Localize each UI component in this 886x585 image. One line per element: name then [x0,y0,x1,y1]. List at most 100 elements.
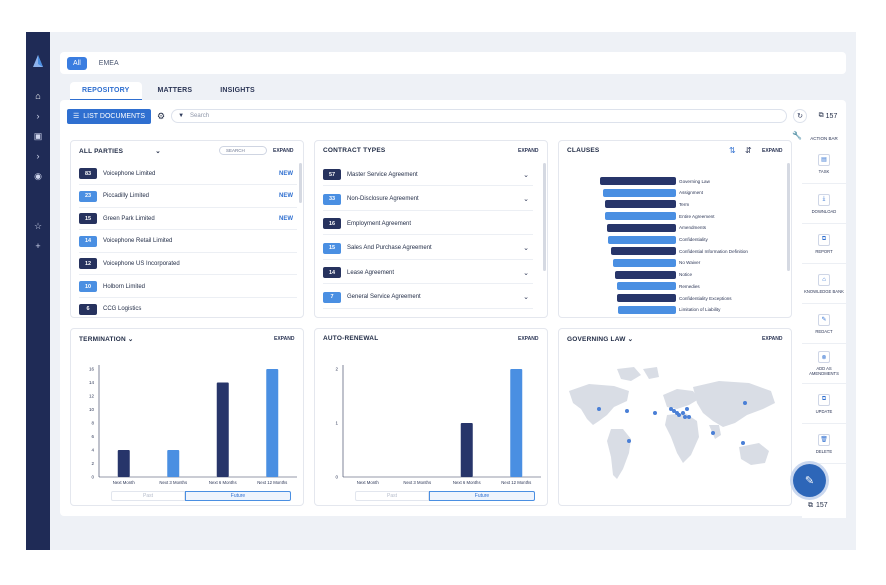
clause-bar[interactable] [600,177,676,185]
region-bar: All EMEA [60,52,846,74]
refresh-icon[interactable]: ↻ [793,109,807,123]
contract-type-row[interactable]: 14 Lease Agreement ⌄ [323,262,533,284]
clause-bar[interactable] [617,294,676,302]
wrench-icon[interactable]: 🔧 [792,131,802,140]
expand-button[interactable]: EXPAND [762,148,783,154]
region-tab-all[interactable]: All [67,56,87,70]
scrollbar[interactable] [543,163,546,271]
bar[interactable] [216,382,229,478]
expand-button[interactable]: EXPAND [518,336,539,342]
expand-button[interactable]: EXPAND [273,148,294,154]
bar[interactable] [266,369,279,477]
panel-title[interactable]: TERMINATION ⌄ [79,336,134,343]
party-row[interactable]: 15 Green Park Limited NEW [79,208,297,231]
clause-bar[interactable] [608,235,676,244]
sort-descending-icon[interactable]: ⇵ [745,146,752,155]
past-toggle[interactable]: Past [111,491,185,501]
chevron-right-icon[interactable]: › [36,111,40,121]
action-bar-item[interactable]: ⧉ REPORT [802,224,846,264]
chevron-down-icon[interactable]: ⌄ [523,269,529,277]
y-tick-label: 14 [89,380,95,385]
y-tick-label: 8 [91,421,94,426]
clause-bar[interactable] [616,282,676,291]
search-input[interactable]: ▼ Search [171,109,787,123]
expand-button[interactable]: EXPAND [762,336,783,342]
contract-type-row[interactable]: 15 Sales And Purchase Agreement ⌄ [323,238,533,260]
clause-bar[interactable] [612,258,676,267]
action-bar-item[interactable]: 🗑 DELETE [802,424,846,464]
scrollbar[interactable] [299,163,302,203]
bar[interactable] [117,450,130,477]
party-row[interactable]: 12 Voicephone US Incorporated [79,253,297,276]
past-toggle[interactable]: Past [355,491,429,501]
action-bar-item[interactable]: ⤓ DOWNLOAD [802,184,846,224]
party-row[interactable]: 14 Voicephone Retail Limited [79,231,297,253]
tab-matters[interactable]: MATTERS [157,87,193,94]
action-bar-count-value: 157 [816,502,828,509]
y-tick-label: 10 [89,407,95,412]
expand-button[interactable]: EXPAND [274,336,295,342]
action-bar-item[interactable]: ⊗ ADD AS AMENDMENTS [802,344,846,384]
bar[interactable] [460,423,473,477]
clause-bar[interactable] [618,305,676,314]
action-bar-item[interactable]: ▤ TASK [802,144,846,184]
party-name: Voicephone Limited [103,170,156,177]
action-bar-label: REDACT [815,328,833,334]
contract-type-row[interactable]: 16 Employment Agreement [323,213,533,235]
clause-bar[interactable] [605,212,676,221]
contract-type-row[interactable]: 33 Non-Disclosure Agreement ⌄ [323,189,533,211]
action-bar-item[interactable]: ⧉ UPDATE [802,384,846,424]
party-row[interactable]: 83 Voicephone Limited NEW [79,163,297,185]
bar[interactable] [510,369,523,477]
download-icon: ⤓ [818,193,830,206]
document-count: ⧉ 157 [813,112,843,120]
bar[interactable] [167,450,180,477]
chevron-down-icon[interactable]: ⌄ [523,294,529,301]
action-bar-label: TASK [818,168,830,174]
expand-button[interactable]: EXPAND [518,148,539,154]
party-row[interactable]: 23 Piccadilly Limited NEW [79,186,297,208]
chevron-down-icon[interactable]: ⌄ [523,245,529,252]
clause-bar[interactable] [615,270,676,279]
action-bar-label: KNOWLEDGE BANK [804,288,844,294]
party-row[interactable]: 10 Holborn Limited [79,276,297,298]
clause-label: Confidential Information Definition [679,248,748,254]
y-tick-label: 12 [89,394,95,399]
panel-title[interactable]: GOVERNING LAW ⌄ [567,336,634,343]
y-tick-label: 4 [91,448,94,453]
star-icon[interactable]: ☆ [33,220,43,231]
contract-type-row[interactable]: 57 Master Service Agreement ⌄ [323,164,533,186]
panel-title[interactable]: ALL PARTIES ⌄ [79,148,161,155]
logo-icon[interactable] [26,46,50,76]
region-tab-emea[interactable]: EMEA [98,59,119,67]
party-count-badge: 15 [79,213,97,225]
panel-title: AUTO-RENEWAL [323,335,379,342]
world-map[interactable] [559,329,792,506]
future-toggle[interactable]: Future [429,491,535,501]
future-toggle[interactable]: Future [185,491,291,501]
assistant-fab-button[interactable]: ✎ [793,464,826,497]
list-documents-button[interactable]: ☰ LIST DOCUMENTS [67,108,151,124]
clause-bar[interactable] [610,247,676,256]
sort-ascending-icon[interactable]: ⇅ [729,146,736,155]
plus-icon[interactable]: + [35,241,41,251]
parties-search-input[interactable]: SEARCH [219,146,267,155]
action-bar-item[interactable]: ✎ REDACT [802,304,846,344]
home-icon[interactable]: ⌂ [35,91,41,101]
clause-bar[interactable] [606,223,676,232]
tab-repository[interactable]: REPOSITORY [70,82,142,101]
scrollbar[interactable] [787,163,790,271]
clause-bar[interactable] [604,200,676,209]
action-bar-item[interactable]: ⌂ KNOWLEDGE BANK [802,264,846,304]
chevron-down-icon[interactable]: ⌄ [523,171,529,179]
clause-label: Term [679,201,690,207]
gear-icon[interactable]: ⚙ [157,110,166,121]
documents-icon[interactable]: ▣ [33,130,43,141]
clause-bar[interactable] [603,188,676,197]
chevron-right-icon[interactable]: › [36,151,40,161]
chevron-down-icon[interactable]: ⌄ [523,196,529,203]
tab-insights[interactable]: INSIGHTS [220,87,255,94]
party-row[interactable]: 6 CCG Logistics [79,299,297,317]
contract-type-row[interactable]: 7 General Service Agreement ⌄ [323,287,533,309]
settings-icon[interactable]: ◉ [34,170,42,181]
